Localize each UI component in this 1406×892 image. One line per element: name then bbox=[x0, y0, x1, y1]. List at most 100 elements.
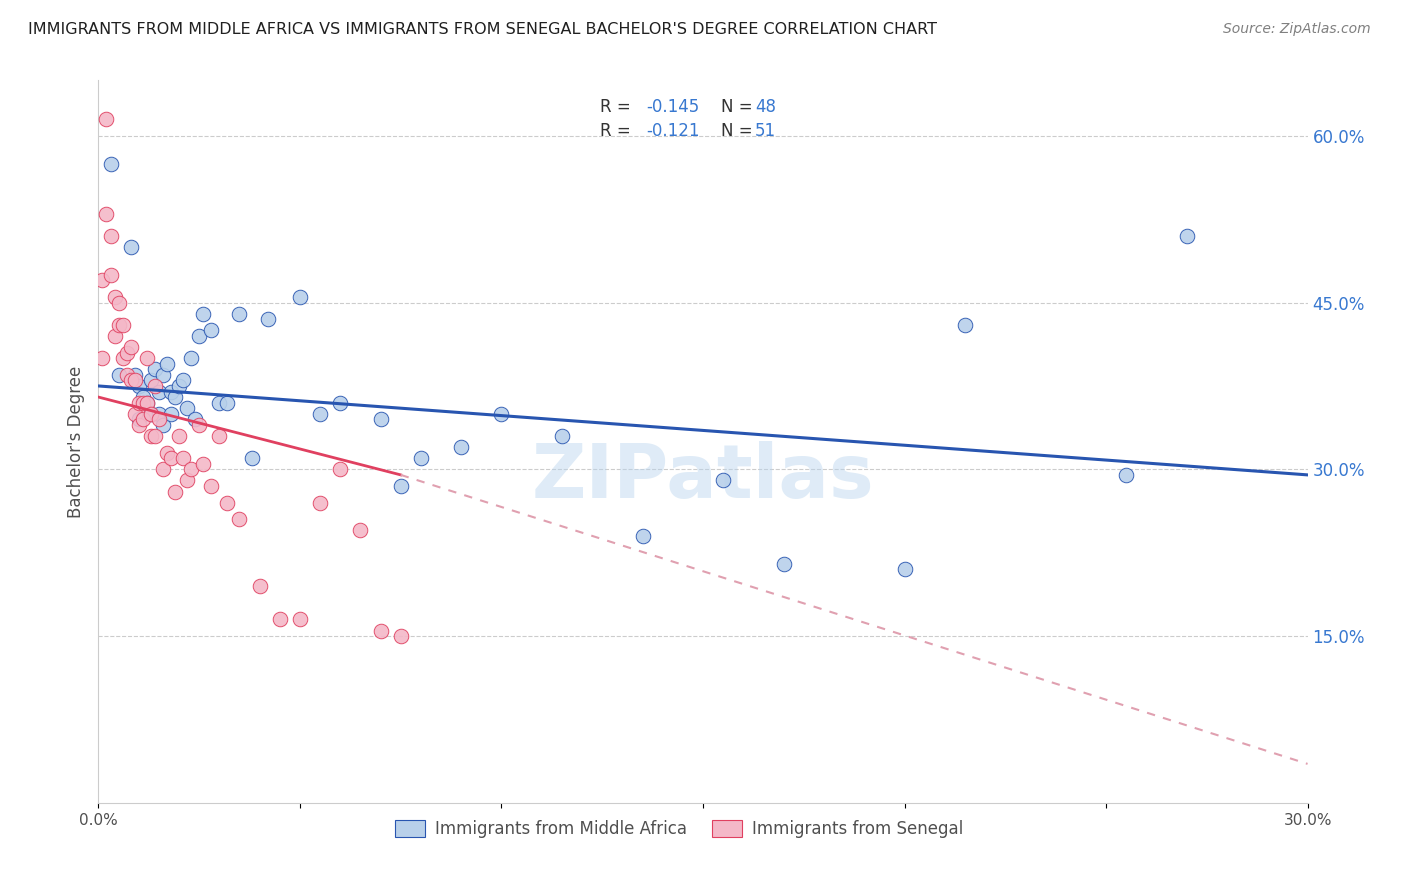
Point bbox=[120, 373, 142, 387]
Point bbox=[491, 407, 513, 421]
Point bbox=[217, 395, 239, 409]
Point bbox=[156, 445, 179, 459]
Point bbox=[139, 373, 162, 387]
Point bbox=[163, 390, 186, 404]
Point bbox=[551, 429, 574, 443]
Point bbox=[349, 524, 371, 538]
Point bbox=[217, 496, 239, 510]
Point bbox=[120, 340, 142, 354]
Point bbox=[329, 462, 352, 476]
Point bbox=[132, 395, 155, 409]
Legend: Immigrants from Middle Africa, Immigrants from Senegal: Immigrants from Middle Africa, Immigrant… bbox=[388, 814, 970, 845]
Point bbox=[180, 351, 202, 366]
Point bbox=[256, 312, 278, 326]
Point bbox=[103, 329, 125, 343]
Point bbox=[631, 529, 654, 543]
Point bbox=[148, 407, 170, 421]
Point bbox=[96, 112, 118, 127]
Text: 48: 48 bbox=[755, 98, 776, 116]
Text: N =: N = bbox=[721, 98, 758, 116]
Point bbox=[188, 417, 211, 432]
Text: -0.145: -0.145 bbox=[647, 98, 699, 116]
Point bbox=[139, 429, 162, 443]
Y-axis label: Bachelor's Degree: Bachelor's Degree bbox=[66, 366, 84, 517]
Point bbox=[409, 451, 432, 466]
Point bbox=[329, 395, 352, 409]
Text: R =: R = bbox=[600, 122, 637, 140]
Text: Source: ZipAtlas.com: Source: ZipAtlas.com bbox=[1223, 22, 1371, 37]
Point bbox=[772, 557, 794, 571]
Point bbox=[450, 440, 472, 454]
Point bbox=[135, 351, 157, 366]
Point bbox=[269, 612, 291, 626]
Point bbox=[128, 395, 150, 409]
Point bbox=[139, 407, 162, 421]
Point bbox=[167, 379, 190, 393]
Point bbox=[160, 407, 183, 421]
Point bbox=[156, 357, 179, 371]
Point bbox=[200, 479, 222, 493]
Point bbox=[200, 323, 222, 337]
Point bbox=[91, 351, 114, 366]
Point bbox=[100, 228, 122, 243]
Point bbox=[309, 407, 332, 421]
Point bbox=[176, 474, 198, 488]
Text: ZIPatlas: ZIPatlas bbox=[531, 442, 875, 514]
Point bbox=[184, 412, 207, 426]
Point bbox=[370, 624, 392, 638]
Point bbox=[96, 207, 118, 221]
Point bbox=[288, 290, 311, 304]
Point bbox=[143, 362, 166, 376]
Point bbox=[240, 451, 263, 466]
Point bbox=[143, 429, 166, 443]
Point bbox=[148, 384, 170, 399]
Point bbox=[163, 484, 186, 499]
Point bbox=[208, 395, 231, 409]
Point bbox=[193, 457, 215, 471]
Point bbox=[124, 368, 146, 382]
Point bbox=[152, 462, 174, 476]
Point bbox=[228, 307, 250, 321]
Point bbox=[152, 417, 174, 432]
Point bbox=[180, 462, 202, 476]
Point bbox=[111, 318, 134, 332]
Point bbox=[1115, 467, 1137, 482]
Point bbox=[143, 379, 166, 393]
Point bbox=[107, 368, 129, 382]
Point bbox=[160, 384, 183, 399]
Point bbox=[389, 479, 412, 493]
Point bbox=[953, 318, 976, 332]
Point bbox=[120, 240, 142, 254]
Point bbox=[124, 407, 146, 421]
Point bbox=[148, 412, 170, 426]
Point bbox=[1175, 228, 1198, 243]
Point bbox=[188, 329, 211, 343]
Point bbox=[711, 474, 734, 488]
Text: IMMIGRANTS FROM MIDDLE AFRICA VS IMMIGRANTS FROM SENEGAL BACHELOR'S DEGREE CORRE: IMMIGRANTS FROM MIDDLE AFRICA VS IMMIGRA… bbox=[28, 22, 938, 37]
Point bbox=[167, 429, 190, 443]
Point bbox=[103, 290, 125, 304]
Point bbox=[172, 373, 194, 387]
Point bbox=[370, 412, 392, 426]
Point bbox=[249, 579, 271, 593]
Point bbox=[135, 395, 157, 409]
Point bbox=[115, 368, 138, 382]
Point bbox=[107, 318, 129, 332]
Point bbox=[132, 412, 155, 426]
Point bbox=[152, 368, 174, 382]
Point bbox=[128, 379, 150, 393]
Point bbox=[160, 451, 183, 466]
Point bbox=[100, 268, 122, 282]
Text: R =: R = bbox=[600, 98, 637, 116]
Point bbox=[228, 512, 250, 526]
Text: 51: 51 bbox=[755, 122, 776, 140]
Point bbox=[172, 451, 194, 466]
Point bbox=[208, 429, 231, 443]
Point bbox=[107, 295, 129, 310]
Point bbox=[128, 412, 150, 426]
Point bbox=[111, 351, 134, 366]
Point bbox=[893, 562, 915, 576]
Point bbox=[309, 496, 332, 510]
Point bbox=[128, 417, 150, 432]
Text: N =: N = bbox=[721, 122, 758, 140]
